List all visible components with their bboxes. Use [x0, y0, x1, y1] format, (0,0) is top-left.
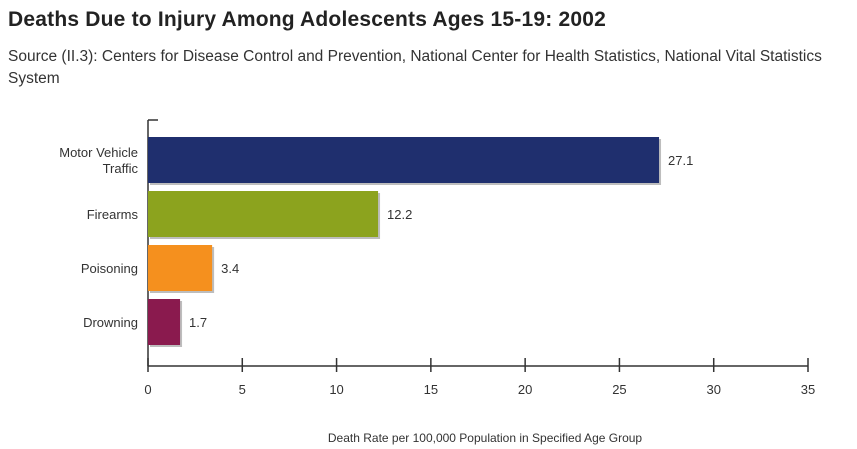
x-tick-label: 35: [801, 382, 815, 397]
chart-title: Deaths Due to Injury Among Adolescents A…: [8, 8, 606, 31]
x-tick-label: 10: [329, 382, 343, 397]
labels: 27.1 Motor Vehicle Traffic 12.2 Firearms 3.4 P…: [59, 145, 693, 330]
bar-value-label: 1.7: [189, 315, 207, 330]
x-tick-label: 5: [239, 382, 246, 397]
bar-value-label: 27.1: [668, 153, 693, 168]
bar: [148, 191, 379, 237]
bar-value-label: 3.4: [221, 261, 239, 276]
bar: [148, 245, 213, 291]
category-label: Motor Vehicle Traffic: [59, 145, 138, 176]
category-label: Poisoning: [81, 261, 138, 276]
category-label: Drowning: [83, 315, 138, 330]
x-tick-label: 30: [706, 382, 720, 397]
x-tick-label: 20: [518, 382, 532, 397]
x-tick-label: 15: [424, 382, 438, 397]
category-label: Firearms: [87, 207, 139, 222]
bars: [148, 137, 662, 347]
bar-value-label: 12.2: [387, 207, 412, 222]
x-axis-label: Death Rate per 100,000 Population in Spe…: [328, 431, 643, 445]
bar: [148, 137, 660, 183]
x-tick-label: 25: [612, 382, 626, 397]
chart-subtitle: Source (II.3): Centers for Disease Contr…: [8, 48, 822, 87]
x-tick-label: 0: [144, 382, 151, 397]
bar: [148, 299, 181, 345]
